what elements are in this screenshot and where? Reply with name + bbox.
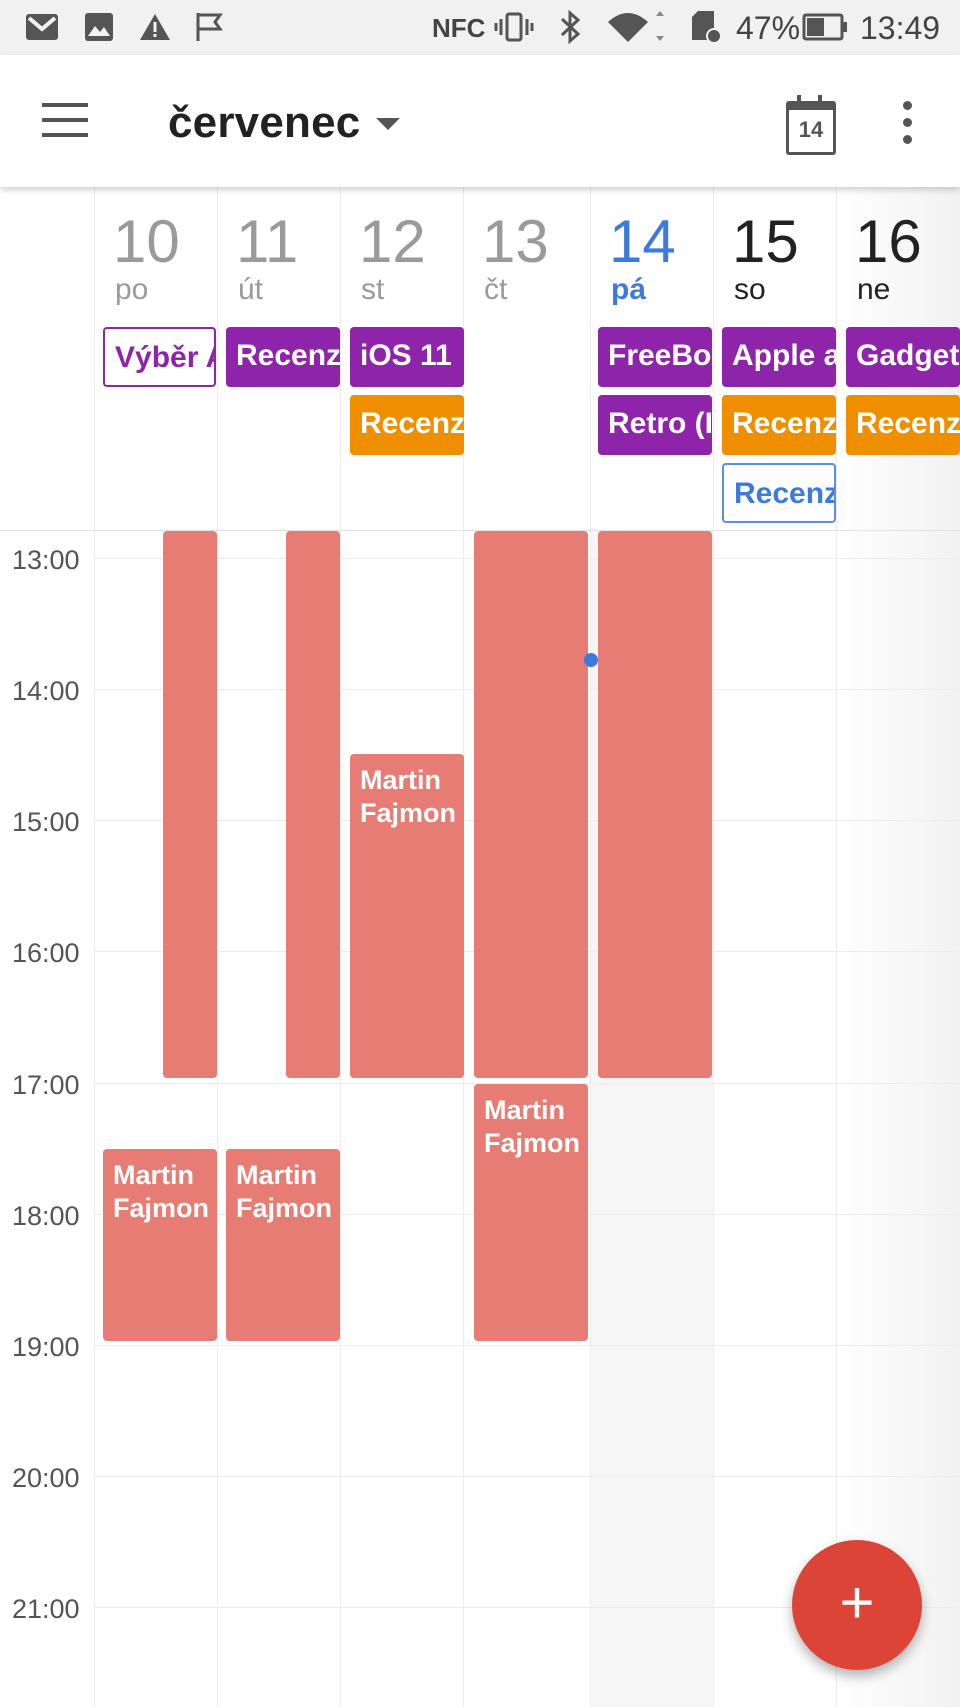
dropdown-caret-icon[interactable] <box>376 118 400 130</box>
day-name: pá <box>611 273 647 306</box>
timed-event-martin-fajmon[interactable]: Martin Fajmon <box>226 1149 340 1341</box>
all-day-event[interactable]: FreeBox <box>598 327 712 387</box>
timed-event[interactable] <box>598 531 712 1078</box>
hour-label: 18:00 <box>12 1201 80 1231</box>
flag-icon <box>192 10 226 44</box>
timed-event[interactable] <box>474 531 588 1078</box>
day-column-11[interactable]: 11 út <box>217 187 341 1707</box>
day-name: st <box>361 273 385 306</box>
day-number: 10 <box>113 208 180 275</box>
all-day-event[interactable]: Výběr A <box>103 327 216 387</box>
day-number: 11 <box>236 208 299 275</box>
vibrate-icon <box>494 10 534 44</box>
battery-icon <box>802 10 848 44</box>
all-day-event[interactable]: Recenz <box>846 395 960 455</box>
bluetooth-icon <box>556 10 584 44</box>
hour-label: 19:00 <box>12 1332 80 1362</box>
all-day-event[interactable]: Recenz <box>226 327 340 387</box>
clock: 13:49 <box>860 10 941 46</box>
today-badge: 14 <box>798 117 824 142</box>
gmail-icon <box>24 10 60 44</box>
timed-event[interactable] <box>163 531 217 1078</box>
current-time-indicator <box>584 653 598 667</box>
all-day-divider <box>0 530 960 531</box>
wifi-icon <box>606 10 666 44</box>
day-name: čt <box>484 273 508 306</box>
battery-percent: 47% <box>736 10 801 46</box>
app-bar: červenec 14 <box>0 55 960 187</box>
all-day-event[interactable]: Gadget <box>846 327 960 387</box>
menu-icon[interactable] <box>42 103 88 139</box>
sd-card-icon <box>690 10 722 44</box>
event-title: Fajmon <box>484 1128 581 1158</box>
more-vert-icon[interactable] <box>902 101 912 145</box>
timed-event-martin-fajmon[interactable]: Martin Fajmon <box>103 1149 217 1341</box>
day-number: 12 <box>359 208 426 275</box>
day-number: 13 <box>482 208 549 275</box>
event-title: Martin <box>236 1160 317 1190</box>
event-title: Fajmon <box>113 1193 210 1223</box>
event-title: Fajmon <box>360 798 457 828</box>
hour-label: 15:00 <box>12 807 80 837</box>
hour-line <box>94 1476 960 1477</box>
day-name: po <box>115 273 149 306</box>
hour-label: 20:00 <box>12 1463 80 1493</box>
image-icon <box>82 10 116 44</box>
day-number: 14 <box>609 208 676 275</box>
timed-event-martin-fajmon[interactable]: Martin Fajmon <box>350 754 464 1078</box>
hour-label: 16:00 <box>12 938 80 968</box>
all-day-event[interactable]: Recenz <box>722 395 836 455</box>
day-column-15[interactable]: 15 so <box>713 187 837 1707</box>
day-column-10[interactable]: 10 po <box>94 187 218 1707</box>
day-column-14-today[interactable]: 14 pá <box>590 187 714 1707</box>
day-number: 16 <box>855 208 922 275</box>
hour-label: 21:00 <box>12 1594 80 1624</box>
timed-event-martin-fajmon[interactable]: Martin Fajmon <box>474 1084 588 1341</box>
all-day-event[interactable]: Recenz <box>350 395 464 455</box>
day-column-16[interactable]: 16 ne <box>836 187 960 1707</box>
all-day-event[interactable]: Apple a <box>722 327 836 387</box>
event-title: Fajmon <box>236 1193 333 1223</box>
all-day-event[interactable]: Retro (I <box>598 395 712 455</box>
day-name: ne <box>857 273 891 306</box>
event-title: Martin <box>113 1160 194 1190</box>
day-name: so <box>734 273 766 306</box>
hour-line <box>94 1083 960 1084</box>
hour-line <box>94 1607 960 1608</box>
timed-event[interactable] <box>286 531 340 1078</box>
status-bar: NFC 47% 13:49 <box>0 0 960 55</box>
create-event-button[interactable]: + <box>792 1540 922 1670</box>
day-name: út <box>238 273 264 306</box>
month-title[interactable]: červenec <box>168 98 361 147</box>
hour-label: 13:00 <box>12 545 80 575</box>
event-title: Martin <box>484 1095 565 1125</box>
hour-label: 17:00 <box>12 1070 80 1100</box>
day-column-12[interactable]: 12 st <box>340 187 464 1707</box>
warning-icon <box>138 10 172 44</box>
event-title: Martin <box>360 765 441 795</box>
all-day-event[interactable]: iOS 11 <box>350 327 464 387</box>
hour-line <box>94 1345 960 1346</box>
today-calendar-icon[interactable]: 14 <box>786 95 836 155</box>
day-number: 15 <box>732 208 799 275</box>
nfc-icon: NFC <box>432 13 486 43</box>
hour-label: 14:00 <box>12 676 80 706</box>
all-day-event[interactable]: Recenz <box>722 463 836 523</box>
